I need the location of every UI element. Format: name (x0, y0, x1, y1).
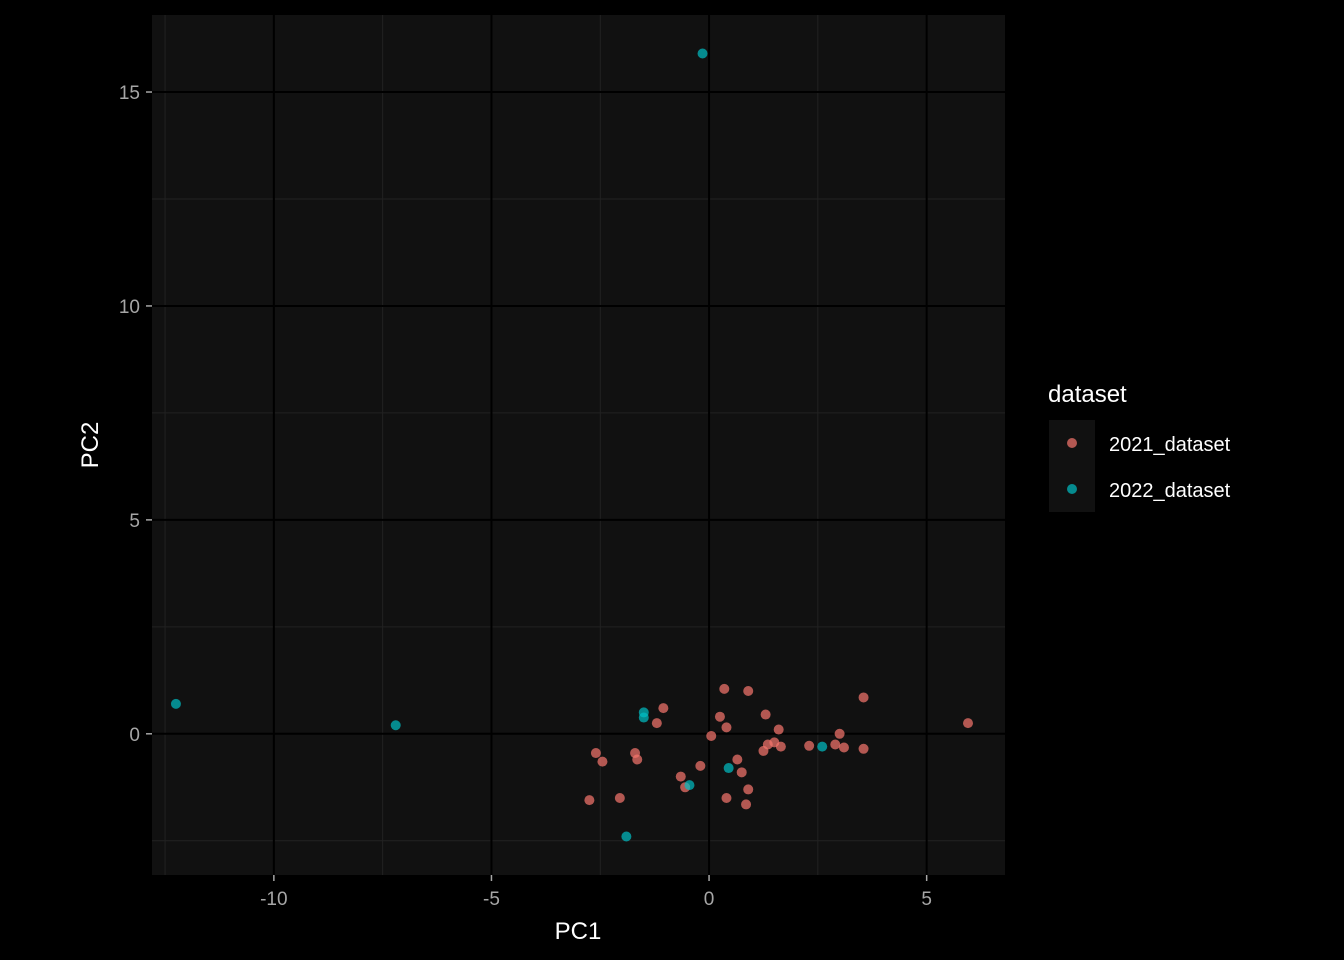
data-point-2021_dataset (719, 683, 730, 694)
data-point-2022_dataset (684, 780, 695, 791)
plot-panel (152, 15, 1005, 875)
legend-label-2021: 2021_dataset (1109, 434, 1231, 456)
data-point-2022_dataset (723, 763, 734, 774)
data-point-2021_dataset (721, 722, 732, 733)
data-point-2021_dataset (658, 703, 669, 714)
data-point-2021_dataset (743, 686, 754, 697)
data-point-2021_dataset (651, 718, 662, 729)
data-point-2021_dataset (743, 784, 754, 795)
data-point-2021_dataset (858, 692, 869, 703)
data-point-2022_dataset (621, 831, 632, 842)
legend-label-2022: 2022_dataset (1109, 480, 1231, 502)
data-point-2021_dataset (714, 711, 725, 722)
x-tick-label: -10 (260, 889, 287, 910)
data-point-2022_dataset (817, 741, 828, 752)
data-point-2021_dataset (838, 742, 849, 753)
data-point-2021_dataset (804, 740, 815, 751)
legend-key-2022 (1067, 484, 1077, 494)
data-point-2021_dataset (584, 795, 595, 806)
x-tick-label: 0 (704, 889, 715, 910)
data-point-2021_dataset (760, 709, 771, 720)
data-point-2021_dataset (721, 792, 732, 803)
data-point-2021_dataset (834, 728, 845, 739)
data-point-2022_dataset (638, 712, 649, 723)
data-points (170, 48, 974, 842)
data-point-2021_dataset (963, 718, 974, 729)
data-point-2021_dataset (706, 730, 717, 741)
legend-title: dataset (1048, 381, 1127, 408)
x-axis-title: PC1 (555, 918, 602, 945)
data-point-2021_dataset (675, 771, 686, 782)
legend-key-background (1049, 420, 1095, 512)
minor-grid (152, 15, 1005, 875)
data-point-2021_dataset (632, 754, 643, 765)
legend: dataset 2021_dataset 2022_dataset (1048, 381, 1231, 512)
y-tick-label: 5 (129, 511, 140, 532)
data-point-2021_dataset (773, 724, 784, 735)
data-point-2022_dataset (390, 720, 401, 731)
x-tick-label: -5 (483, 889, 500, 910)
data-point-2021_dataset (695, 760, 706, 771)
data-point-2022_dataset (697, 48, 708, 59)
data-point-2021_dataset (590, 748, 601, 759)
legend-key-2021 (1067, 438, 1077, 448)
data-point-2021_dataset (736, 767, 747, 778)
data-point-2021_dataset (732, 754, 743, 765)
x-tick-label: 5 (921, 889, 932, 910)
x-axis: -10 -5 0 5 (260, 875, 932, 910)
data-point-2021_dataset (614, 792, 625, 803)
data-point-2021_dataset (775, 741, 786, 752)
data-point-2021_dataset (597, 756, 608, 767)
y-tick-label: 15 (119, 83, 140, 104)
y-axis: 0 5 10 15 (119, 83, 152, 746)
y-axis-title: PC2 (77, 422, 104, 469)
data-point-2021_dataset (830, 739, 841, 750)
data-point-2021_dataset (858, 743, 869, 754)
data-point-2021_dataset (741, 799, 752, 810)
y-tick-label: 10 (119, 297, 140, 318)
data-point-2022_dataset (170, 698, 181, 709)
y-tick-label: 0 (129, 725, 140, 746)
